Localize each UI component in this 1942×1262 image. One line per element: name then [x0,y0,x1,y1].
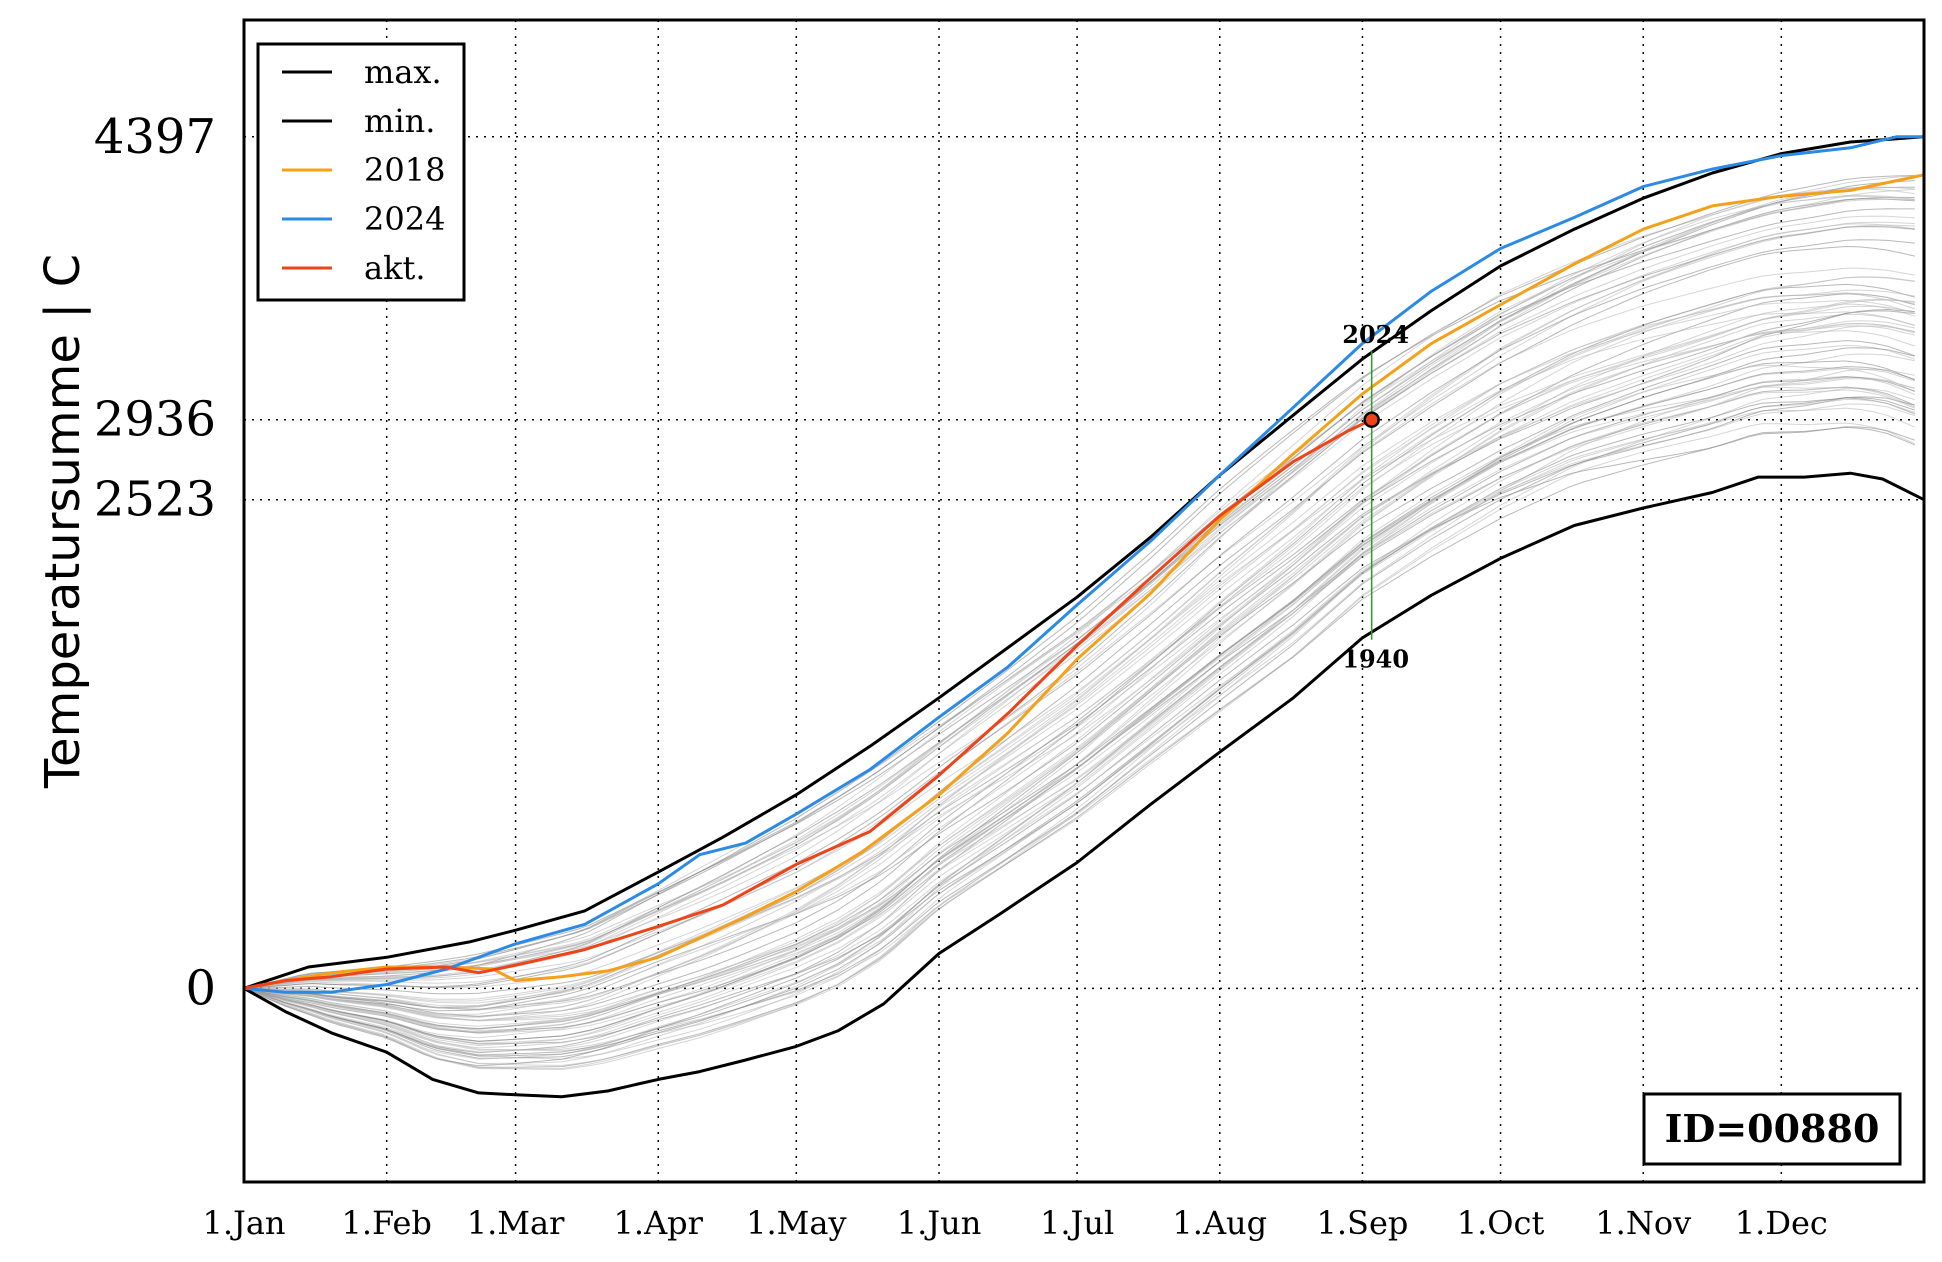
history-line [243,267,1915,1004]
x-tick-label: 1.Oct [1457,1204,1545,1242]
y-tick-label: 0 [185,960,216,1016]
history-line [243,325,1915,1030]
history-line [243,298,1915,1015]
history-line [243,330,1915,1031]
x-tick-label: 1.Dec [1735,1204,1828,1242]
history-line [243,344,1915,1034]
history-line [243,186,1915,989]
grid-lines [244,20,1924,1182]
x-tick-label: 1.Nov [1595,1204,1691,1242]
history-line [243,320,1915,1027]
x-tick-label: 1.Jan [202,1204,285,1242]
legend-box [256,42,466,302]
history-line [243,195,1915,989]
history-line [243,311,1915,1022]
history-line [243,225,1915,989]
y-tick-label: 2523 [94,472,216,528]
history-line [243,407,1915,1070]
history-line [243,223,1915,989]
series-lines [243,135,1925,1099]
range-marker-lower-label: 1940 [1342,645,1409,674]
history-line [243,310,1915,1009]
station-id-label: ID=00880 [1665,1106,1880,1151]
history-line [243,196,1915,989]
x-tick-label: 1.May [746,1204,846,1242]
history-line [243,378,1915,1047]
history-line [243,389,1915,1067]
history-line [243,426,1915,1068]
history-line [243,245,1915,995]
series-line-3 [243,135,1924,994]
x-tick-label: 1.Apr [614,1204,704,1242]
legend-entry: 2024 [364,200,445,238]
history-line [243,175,1915,989]
range-markers: 2024 1940 [1342,320,1409,674]
history-line [243,221,1915,989]
history-line [243,276,1915,1002]
history-line [243,180,1915,989]
history-line [243,239,1915,989]
history-line [243,397,1915,1059]
y-tick-label: 2936 [94,392,216,448]
history-line [243,186,1915,989]
y-axis-label: Temperatursumme | C [35,254,91,789]
history-line [243,175,1915,989]
x-tick-label: 1.Feb [341,1204,431,1242]
history-line [243,426,1915,1067]
history-line [243,305,1915,1008]
x-tick-label: 1.Mar [467,1204,565,1242]
legend: max. min. 2018 2024 akt. [256,42,466,302]
series-line-1 [243,471,1925,1099]
history-line [243,376,1915,1042]
series-line-0 [243,135,1925,990]
x-axis-ticks: 1.Jan 1.Feb 1.Mar 1.Apr 1.May 1.Jun 1.Jul 1.Aug… [202,1204,1827,1242]
history-line [243,299,1915,1018]
x-tick-label: 1.Jul [1040,1204,1114,1242]
history-line [243,367,1915,1044]
series-line-4 [243,418,1373,990]
history-line [243,366,1915,1043]
history-line [243,303,1915,1022]
history-line [243,340,1915,1034]
history-line [243,276,1915,1000]
legend-entry: akt. [364,249,426,287]
legend-entry: max. [364,53,442,91]
history-line [243,188,1915,989]
history-line [243,325,1915,1033]
history-line [243,353,1915,1033]
history-line [243,398,1915,1053]
legend-entry: 2018 [364,151,445,189]
history-line [243,289,1915,1010]
history-line [243,226,1915,989]
legend-entry: min. [364,102,435,140]
history-line [243,308,1915,1012]
y-axis-ticks: 0 2523 2936 4397 [94,109,216,1017]
x-tick-label: 1.Sep [1317,1204,1409,1242]
history-line [243,283,1915,1017]
current-point-marker [1363,411,1380,428]
history-line [243,360,1915,1045]
history-line [243,293,1915,1022]
history-line [243,224,1915,989]
station-id-box: ID=00880 [1642,1092,1902,1166]
x-tick-label: 1.Jun [897,1204,982,1242]
history-line [243,396,1915,1057]
history-line [243,215,1915,989]
x-tick-label: 1.Aug [1172,1204,1267,1242]
plot-frame [242,18,1926,1184]
history-line [243,376,1915,1049]
history-line [243,194,1915,989]
history-lines [243,175,1916,1071]
range-marker-upper-label: 2024 [1342,320,1409,349]
series-line-2 [243,173,1925,990]
y-tick-label: 4397 [94,109,216,165]
history-line [243,347,1915,1030]
history-line [243,187,1915,989]
